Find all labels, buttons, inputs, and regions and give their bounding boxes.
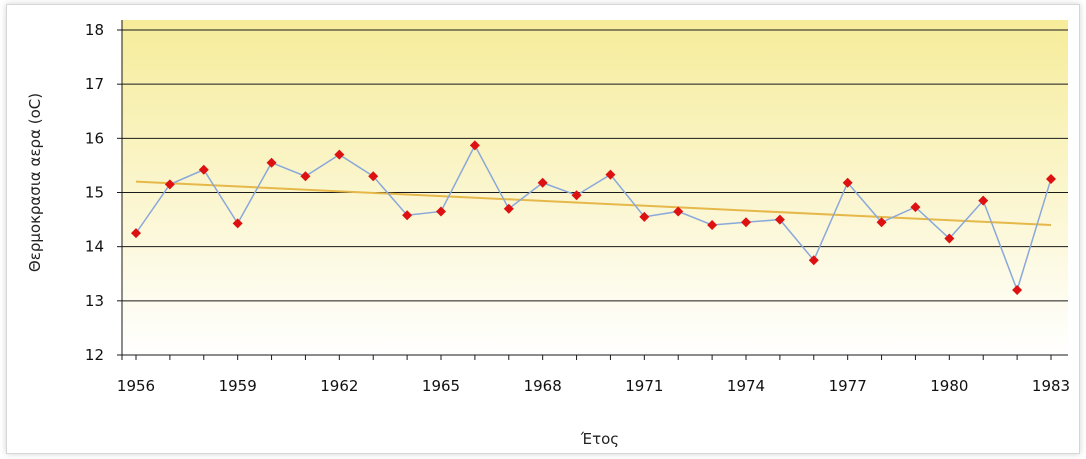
- x-tick-label-1983: 1983: [1032, 377, 1070, 395]
- data-point-1961: [300, 171, 311, 182]
- data-point-1969: [571, 190, 582, 201]
- data-point-1974: [741, 217, 751, 228]
- data-point-1980: [944, 233, 955, 244]
- data-point-1960: [266, 157, 277, 168]
- x-tick-label-1965: 1965: [422, 377, 460, 395]
- data-point-1968: [537, 177, 548, 188]
- series-line: [135, 143, 1052, 293]
- data-point-1981: [978, 195, 989, 206]
- data-point-1978: [876, 217, 887, 228]
- x-tick-label-1971: 1971: [625, 377, 663, 395]
- data-point-1965: [436, 206, 446, 217]
- y-tick-label-16: 16: [85, 129, 104, 147]
- x-tick-label-1974: 1974: [727, 377, 765, 395]
- data-point-1975: [774, 214, 785, 225]
- data-point-1959: [232, 218, 243, 229]
- data-point-1976: [808, 255, 819, 266]
- x-tick-label-1959: 1959: [219, 377, 257, 395]
- data-point-1957: [164, 179, 175, 190]
- data-point-1967: [503, 203, 514, 214]
- y-axis-title: Θερμοκρασια αερα (οC): [26, 93, 44, 272]
- data-point-1964: [402, 210, 413, 221]
- y-tick-label-14: 14: [85, 238, 104, 256]
- data-point-1973: [707, 220, 718, 230]
- data-point-1977: [842, 177, 853, 188]
- x-tick-label-1956: 1956: [117, 377, 155, 395]
- x-axis-title: Έτος: [580, 430, 619, 448]
- y-tick-label-12: 12: [85, 346, 104, 364]
- data-point-1983: [1046, 173, 1056, 184]
- data-point-1982: [1012, 285, 1023, 295]
- data-point-1971: [639, 211, 650, 222]
- data-point-1970: [605, 169, 616, 180]
- data-point-1962: [334, 149, 345, 160]
- x-tick-label-1977: 1977: [829, 377, 867, 395]
- data-point-1956: [131, 228, 141, 239]
- x-tick-label-1968: 1968: [524, 377, 562, 395]
- y-tick-label-18: 18: [85, 21, 104, 39]
- y-tick-label-13: 13: [85, 292, 104, 310]
- trendline: [135, 180, 1052, 226]
- x-tick-label-1980: 1980: [930, 377, 968, 395]
- data-point-1972: [673, 206, 684, 217]
- y-tick-label-17: 17: [85, 75, 104, 93]
- y-tick-label-15: 15: [85, 184, 104, 202]
- data-point-1966: [469, 140, 480, 151]
- x-tick-label-1962: 1962: [320, 377, 358, 395]
- data-point-1979: [910, 202, 921, 213]
- data-point-1963: [368, 171, 379, 182]
- data-point-1958: [198, 164, 209, 175]
